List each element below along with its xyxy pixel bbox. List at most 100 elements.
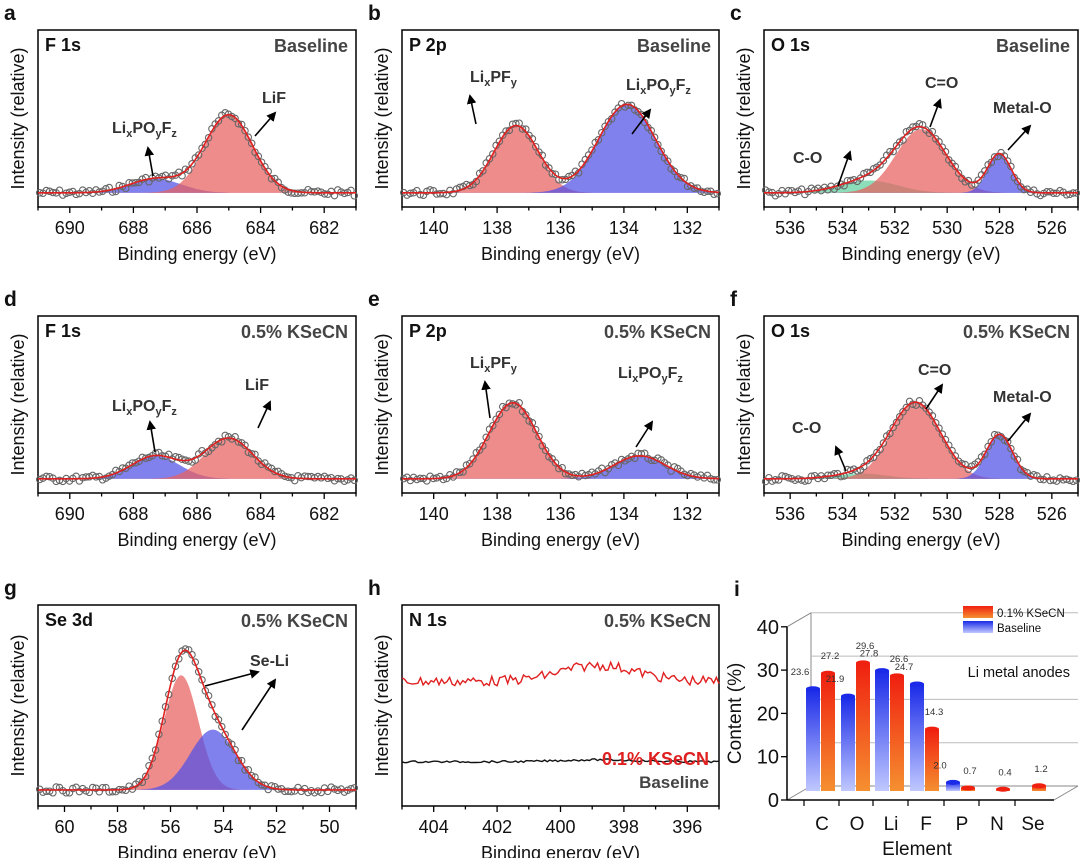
data-point: [45, 187, 54, 196]
arrow-icon: [1007, 124, 1032, 151]
x-tick-label: O: [850, 814, 865, 835]
data-point: [1000, 152, 1009, 160]
x-tick-label: 530: [932, 218, 962, 238]
x-axis-label: Binding energy (eV): [481, 530, 640, 550]
bar-baseline-cap: [875, 668, 889, 674]
x-tick-label: 688: [118, 504, 148, 524]
arrow-icon: [241, 678, 277, 731]
arrow-icon: [631, 108, 652, 135]
data-point: [713, 476, 722, 484]
arrow-icon: [257, 400, 272, 429]
bar-baseline-cap: [910, 681, 924, 687]
annotation-part: C=O: [925, 75, 958, 92]
peak-annotation: LixPFy: [470, 355, 518, 375]
data-point: [879, 156, 888, 165]
fit-component-C-O: [764, 473, 1078, 479]
panel-letter: a: [4, 2, 16, 25]
data-point: [1049, 476, 1058, 484]
data-point: [465, 181, 474, 190]
x-tick-label: 54: [213, 817, 233, 837]
x-tick-label: 682: [309, 218, 339, 238]
x-tick-label: Li: [884, 814, 899, 835]
data-point: [479, 167, 487, 175]
data-point: [1003, 438, 1012, 446]
data-point: [647, 126, 656, 135]
data-point: [214, 716, 223, 724]
legend-swatch-kseCN: [963, 606, 993, 618]
sample-label: 0.5% KSeCN: [963, 322, 1070, 342]
arrow-icon: [204, 669, 260, 687]
annotation-part: y: [669, 85, 676, 97]
series-label: Baseline: [639, 773, 709, 792]
x-tick-label: 532: [880, 218, 910, 238]
bar-kseCN: [1032, 785, 1046, 791]
data-point: [807, 472, 816, 481]
peak-annotation: LixPOyFz: [618, 365, 683, 385]
y-tick-label: 30: [757, 660, 779, 682]
sample-label: Baseline: [996, 36, 1070, 56]
annotation-part: x: [126, 406, 133, 418]
x-tick-label: 134: [609, 218, 639, 238]
data-point: [489, 421, 497, 430]
peak-annotation: C-O: [792, 420, 821, 437]
panel-letter: d: [4, 288, 17, 311]
peak-annotation: C=O: [925, 75, 958, 92]
panel-e: e 140 138 136 134 132 Binding energy (eV) Inten…: [368, 288, 722, 550]
x-tick-label: 60: [54, 817, 74, 837]
annotation-part: F: [162, 120, 172, 137]
data-point: [558, 175, 566, 184]
fit-envelope: [764, 125, 1078, 194]
data-point: [931, 419, 940, 427]
data-point: [244, 133, 253, 141]
spectrum-label: Se 3d: [45, 610, 93, 630]
data-point: [45, 472, 54, 481]
data-point: [82, 473, 90, 481]
data-point: [194, 668, 203, 676]
panel-h: h 404 402 400 398 396 Binding energy (eV) Inten…: [368, 577, 720, 858]
y-axis-label: Intensity (relative): [372, 634, 392, 776]
peak-annotation: LixPOyFz: [626, 77, 691, 97]
arrow-icon: [635, 420, 654, 448]
bar-value-label: 0.7: [963, 766, 976, 777]
data-point: [267, 782, 276, 790]
data-point: [55, 476, 64, 485]
data-point: [588, 146, 596, 154]
bar-baseline: [910, 684, 924, 791]
annotation-part: C-O: [793, 150, 822, 167]
data-point: [866, 454, 875, 463]
x-tick-label: 684: [246, 218, 276, 238]
data-point: [951, 162, 960, 171]
x-tick-label: 536: [775, 218, 805, 238]
x-tick-label: 56: [160, 817, 180, 837]
x-tick-label: 528: [984, 504, 1014, 524]
data-point: [267, 174, 276, 183]
fit-component-C=O: [764, 129, 1078, 193]
panel-letter: i: [734, 578, 740, 601]
bar-kseCN-cap: [1032, 783, 1046, 789]
panel-c: c 536 534 532 530 528 526 Binding energy (eV) In…: [730, 2, 1080, 264]
bar-baseline-cap: [806, 686, 820, 692]
x-tick-label: 530: [932, 504, 962, 524]
y-axis-label: Intensity (relative): [372, 333, 392, 475]
x-tick-label: 526: [1037, 504, 1067, 524]
panel-letter: c: [730, 2, 742, 25]
annotation-part: y: [511, 363, 518, 375]
data-point: [495, 137, 504, 146]
data-point: [69, 784, 77, 793]
fit-component-LiF: [38, 115, 356, 193]
data-point: [981, 450, 989, 459]
x-tick-label: 402: [482, 817, 512, 837]
annotation-part: Metal-O: [993, 389, 1052, 406]
bar-baseline-cap: [841, 693, 855, 699]
sample-label: 0.5% KSeCN: [604, 322, 711, 342]
data-point: [502, 127, 510, 135]
annotation-part: z: [171, 406, 177, 418]
peak-annotation: C-O: [793, 150, 822, 167]
data-point: [495, 410, 504, 419]
data-point: [654, 140, 662, 149]
bar-value-label: 29.6: [856, 641, 875, 652]
data-point: [951, 452, 960, 460]
bar-kseCN-cap: [961, 785, 975, 791]
data-point: [889, 147, 897, 156]
sample-label: Baseline: [274, 36, 348, 56]
